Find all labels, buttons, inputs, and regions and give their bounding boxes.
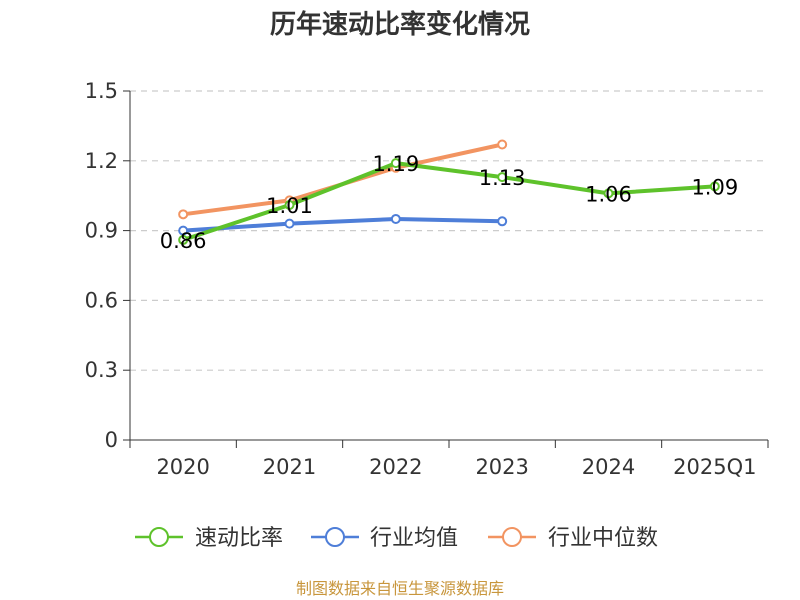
data-point [284,200,295,211]
data-point [497,216,508,227]
legend-swatch-marker [502,527,522,547]
x-tick-label: 2020 [156,455,209,479]
data-label: 1.01 [266,194,313,218]
data-point [497,139,508,150]
data-point [497,172,508,183]
x-tick-label: 2023 [475,455,528,479]
y-tick-label: 0.3 [85,358,118,382]
legend-item-1[interactable]: 行业均值 [311,526,458,551]
series-line [181,216,505,233]
data-label: 1.19 [372,152,419,176]
y-tick-label: 1.5 [85,79,118,103]
data-point [709,181,720,192]
series-layer [178,139,720,245]
data-point [178,225,189,236]
source-footer: 制图数据来自恒生聚源数据库 [296,579,504,598]
data-point [284,218,295,229]
axes: 0 0.3 0.6 0.9 1.2 1.5 2020 2021 2022 2023 2024 2025… [85,79,769,479]
legend-item-0[interactable]: 速动比率 [135,526,283,551]
x-tick-label: 2021 [263,455,316,479]
series-line [181,142,505,217]
legend-label: 行业中位数 [548,526,658,551]
chart-title: 历年速动比率变化情况 [270,9,530,40]
data-labels: 0.86 1.01 1.19 1.13 1.06 1.09 [160,152,738,253]
x-tick-label: 2024 [582,455,635,479]
data-label: 1.09 [691,175,738,199]
legend-item-2[interactable]: 行业中位数 [488,526,658,551]
y-tick-label: 0.9 [85,219,118,243]
series-2 [178,139,508,220]
legend-label: 行业均值 [370,526,458,551]
data-point [603,188,614,199]
legend[interactable]: 速动比率 行业均值 行业中位数 [135,526,658,551]
series-line [181,161,717,242]
data-label: 1.06 [585,182,632,206]
x-tick-label: 2022 [369,455,422,479]
data-point [390,213,401,224]
x-tick-label: 2025Q1 [673,455,756,479]
data-point [178,234,189,245]
gridlines [130,90,768,371]
legend-label: 速动比率 [195,526,283,551]
data-label: 0.86 [160,229,207,253]
data-point [178,209,189,220]
legend-swatch-marker [325,527,345,547]
data-point [390,158,401,169]
data-label: 1.13 [479,166,526,190]
legend-swatch-marker [149,527,169,547]
series-1 [178,213,508,236]
series-0 [178,158,720,245]
y-tick-label: 0.6 [85,288,118,312]
y-tick-label: 1.2 [85,149,118,173]
y-tick-label: 0 [105,428,118,452]
